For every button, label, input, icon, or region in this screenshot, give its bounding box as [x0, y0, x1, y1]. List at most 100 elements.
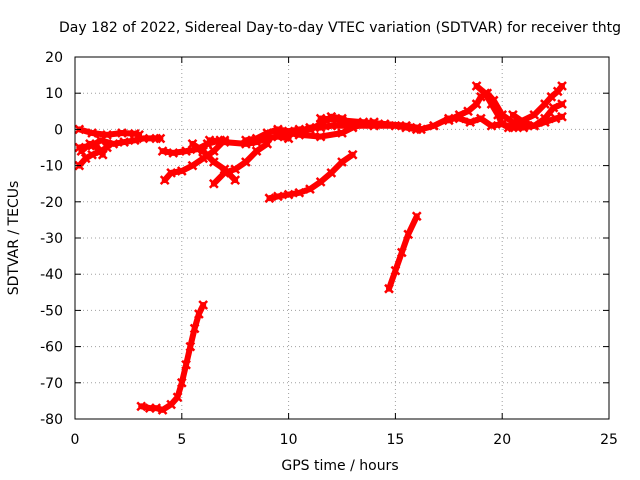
y-tick-label: -50: [40, 303, 63, 319]
x-tick-label: 25: [600, 432, 618, 448]
data-point: [208, 146, 219, 157]
chart-title: Day 182 of 2022, Sidereal Day-to-day VTE…: [59, 20, 621, 36]
data-point: [465, 117, 476, 128]
data-point: [390, 265, 401, 276]
data-point: [80, 153, 91, 164]
data-point: [326, 167, 337, 178]
y-tick-label: -20: [40, 195, 63, 211]
data-point: [108, 138, 119, 149]
data-point: [176, 377, 187, 388]
data-point: [117, 128, 127, 138]
y-axis-label: SDTVAR / TECUs: [6, 181, 22, 296]
y-tick-label: 20: [45, 50, 63, 66]
data-point: [159, 175, 170, 185]
data-point: [251, 133, 262, 144]
data-point: [251, 146, 262, 157]
data-point: [157, 146, 168, 157]
data-point: [337, 115, 347, 126]
data-point: [273, 126, 283, 137]
data-point: [503, 122, 514, 133]
data-point: [548, 102, 559, 113]
data-point: [471, 81, 482, 91]
data-point: [151, 403, 162, 414]
data-point: [497, 119, 508, 129]
data-point: [480, 88, 490, 99]
data-point: [138, 133, 149, 144]
data-point: [294, 187, 305, 198]
data-point: [240, 157, 251, 167]
data-point: [208, 157, 219, 167]
data-point: [102, 142, 112, 153]
data-point: [172, 392, 183, 403]
data-point: [136, 401, 147, 412]
data-point: [194, 309, 204, 319]
data-point: [76, 146, 87, 157]
x-tick-label: 5: [177, 432, 186, 448]
y-tick-label: 10: [45, 86, 63, 102]
data-point: [305, 184, 315, 195]
data-point: [347, 149, 358, 160]
data-point: [454, 110, 465, 120]
data-point: [358, 117, 369, 128]
data-point: [486, 120, 497, 131]
data-point: [416, 124, 426, 135]
data-point: [401, 120, 411, 131]
data-point: [337, 157, 347, 167]
data-point: [262, 128, 273, 138]
grid-lines: [75, 57, 609, 419]
data-point: [187, 138, 198, 149]
data-point: [166, 167, 177, 178]
data-point: [240, 135, 251, 146]
data-point: [475, 113, 486, 124]
data-point: [264, 193, 275, 204]
data-point: [219, 167, 230, 178]
data-point: [507, 110, 518, 120]
series-line-arc-15: [138, 302, 207, 413]
data-point: [550, 113, 561, 124]
y-tick-label: -80: [40, 412, 63, 428]
series-layer: [74, 81, 567, 415]
data-point: [204, 135, 215, 146]
plot-frame: [74, 56, 610, 420]
data-point: [97, 149, 108, 160]
data-point: [85, 138, 95, 149]
data-point: [529, 110, 540, 120]
x-tick-label: 10: [280, 432, 298, 448]
data-point: [305, 122, 315, 133]
y-tick-label: 0: [54, 122, 63, 138]
y-tick-labels: 20 10 0 -10 -20 -30 -40 -50 -60 -70 -80: [40, 50, 63, 428]
data-point: [428, 120, 439, 131]
data-point: [181, 146, 191, 157]
data-point: [486, 99, 497, 109]
data-point: [176, 166, 187, 176]
data-point: [557, 81, 567, 91]
data-point: [557, 111, 567, 122]
data-point: [187, 160, 198, 171]
data-point: [540, 113, 550, 124]
data-point: [315, 122, 326, 133]
data-point: [208, 178, 219, 189]
data-point: [463, 106, 473, 117]
data-point: [315, 131, 326, 142]
data-point: [230, 175, 241, 185]
data-point: [403, 229, 414, 240]
data-point: [557, 99, 567, 109]
data-point: [471, 99, 482, 109]
data-point: [396, 247, 407, 258]
y-tick-label: -10: [40, 159, 63, 175]
data-point: [87, 149, 97, 160]
data-point: [219, 137, 230, 147]
x-tick-label: 20: [493, 432, 511, 448]
data-point: [87, 128, 97, 138]
data-point: [315, 177, 326, 187]
data-point: [337, 128, 347, 138]
data-point: [493, 110, 503, 120]
data-point: [166, 399, 177, 410]
data-point: [185, 341, 196, 352]
y-tick-label: -40: [40, 267, 63, 283]
x-tick-labels: 0 5 10 15 20 25: [71, 432, 618, 448]
data-point: [283, 189, 294, 200]
data-point: [129, 135, 140, 146]
data-point: [157, 405, 168, 415]
